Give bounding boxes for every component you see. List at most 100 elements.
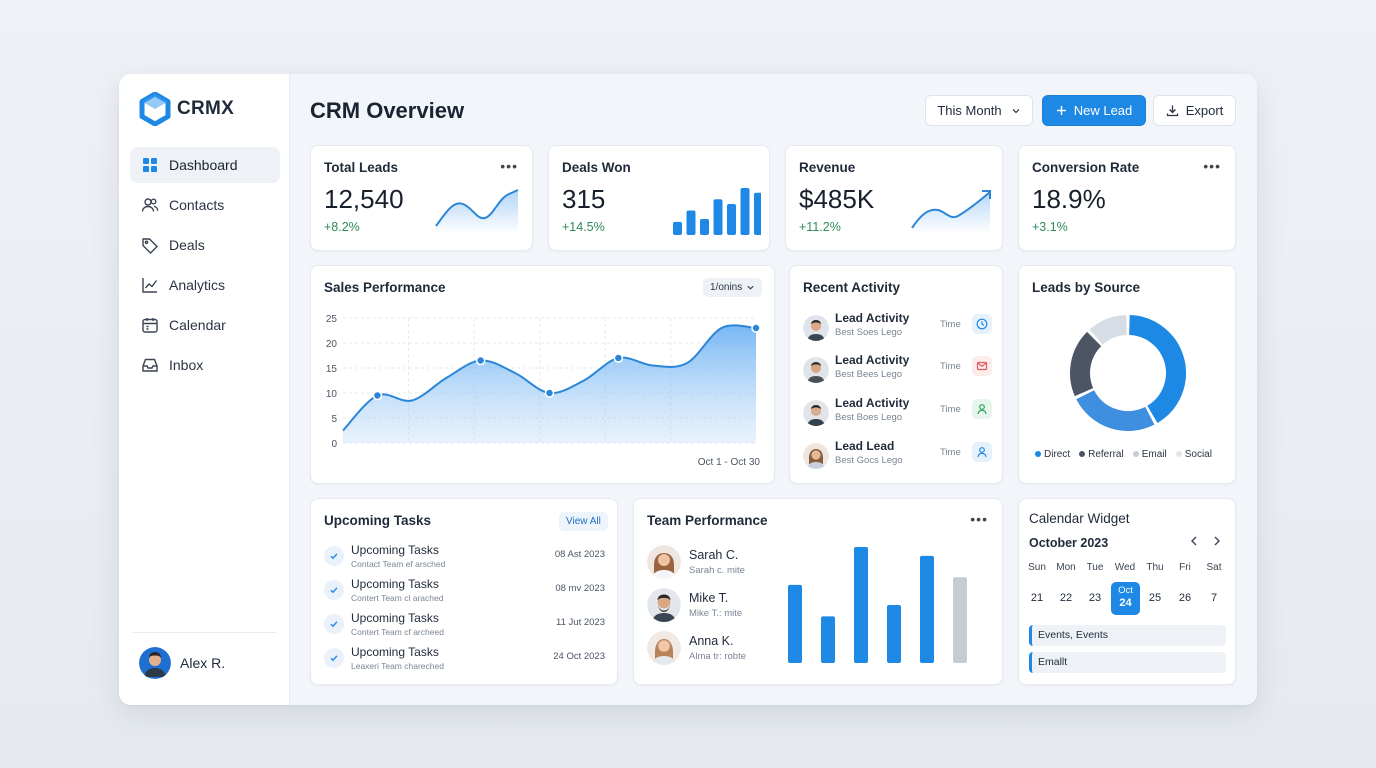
calendar-day[interactable]: 22 bbox=[1059, 592, 1073, 604]
team-member[interactable]: Anna K. Alma tr: robte bbox=[647, 631, 787, 667]
more-options-icon[interactable]: ••• bbox=[1203, 158, 1221, 174]
sidebar-item-label: Inbox bbox=[169, 357, 204, 373]
bar bbox=[953, 577, 967, 663]
kpi-delta: +14.5% bbox=[562, 220, 605, 234]
kpi-value: 315 bbox=[562, 184, 606, 214]
activity-subtitle: Best Bees Lego bbox=[835, 369, 903, 380]
user-profile[interactable]: Alex R. bbox=[139, 647, 225, 679]
calendar-month: October 2023 bbox=[1029, 536, 1109, 550]
kpi-value: $485K bbox=[799, 184, 875, 214]
bar bbox=[821, 616, 835, 663]
export-button[interactable]: Export bbox=[1153, 95, 1236, 126]
sales-data-point bbox=[751, 323, 761, 333]
calendar-event[interactable]: Emallt bbox=[1029, 652, 1226, 673]
sidebar-item-label: Dashboard bbox=[169, 157, 238, 173]
logo[interactable]: CRMX bbox=[139, 92, 234, 126]
activity-title: Lead Activity bbox=[835, 396, 910, 410]
bar bbox=[920, 555, 934, 663]
donut-slice-direct bbox=[1128, 315, 1186, 423]
sidebar-item-inbox[interactable]: Inbox bbox=[130, 347, 280, 383]
check-icon[interactable] bbox=[324, 648, 344, 668]
task-item[interactable]: Upcoming Tasks Leaxeri Team chareched 24… bbox=[324, 645, 605, 675]
sales-data-point bbox=[613, 353, 624, 363]
team-member[interactable]: Mike T. Mike T.: mite bbox=[647, 588, 787, 624]
upcoming-tasks-card: Upcoming Tasks View All Upcoming Tasks C… bbox=[310, 498, 618, 685]
bar bbox=[673, 221, 682, 235]
chevron-left-icon[interactable] bbox=[1189, 535, 1199, 550]
check-icon[interactable] bbox=[324, 614, 344, 634]
sidebar-item-deals[interactable]: Deals bbox=[130, 227, 280, 263]
task-item[interactable]: Upcoming Tasks Contact Team ef arsched 0… bbox=[324, 543, 605, 573]
weekday-label: Sun bbox=[1028, 562, 1046, 573]
kpi-delta: +8.2% bbox=[324, 220, 360, 234]
user-name: Alex R. bbox=[180, 655, 226, 671]
calendar-day[interactable]: 21 bbox=[1030, 592, 1044, 604]
sales-filter-label: 1/onins bbox=[710, 282, 743, 293]
calendar-day[interactable]: 23 bbox=[1088, 592, 1102, 604]
kpi-delta: +11.2% bbox=[799, 220, 841, 234]
period-select-label: This Month bbox=[937, 103, 1002, 118]
activity-time: Time bbox=[940, 319, 961, 330]
avatar bbox=[647, 588, 681, 622]
sales-filter-select[interactable]: 1/onins bbox=[703, 278, 763, 297]
calendar-event[interactable]: Events, Events bbox=[1029, 625, 1226, 646]
bar bbox=[740, 188, 750, 235]
sidebar-item-calendar[interactable]: Calendar bbox=[130, 307, 280, 343]
activity-item[interactable]: Lead Activity Best Soes Lego Time bbox=[803, 311, 992, 347]
avatar bbox=[647, 545, 681, 579]
legend-item-direct: Direct bbox=[1035, 449, 1070, 460]
sales-area-fill bbox=[343, 325, 756, 443]
download-icon bbox=[1166, 105, 1178, 117]
sidebar-item-analytics[interactable]: Analytics bbox=[130, 267, 280, 303]
y-tick-label: 20 bbox=[326, 339, 338, 350]
task-subtitle: Leaxeri Team chareched bbox=[351, 661, 444, 671]
activity-item[interactable]: Lead Lead Best Gocs Lego Time bbox=[803, 439, 992, 475]
member-name: Mike T. bbox=[689, 591, 729, 605]
check-icon[interactable] bbox=[324, 580, 344, 600]
team-member[interactable]: Sarah C. Sarah c. mite bbox=[647, 545, 787, 581]
user-icon bbox=[972, 442, 992, 462]
calendar-day[interactable]: 7 bbox=[1210, 592, 1218, 604]
export-label: Export bbox=[1185, 103, 1224, 118]
user-icon bbox=[972, 399, 992, 419]
donut-slice-social bbox=[1089, 315, 1128, 345]
activity-item[interactable]: Lead Activity Best Boes Lego Time bbox=[803, 396, 992, 432]
task-item[interactable]: Upcoming Tasks Contert Team cf archeed 1… bbox=[324, 611, 605, 641]
kpi-title: Deals Won bbox=[562, 160, 631, 175]
chevron-down-icon bbox=[1012, 108, 1020, 113]
bar bbox=[754, 192, 761, 235]
avatar bbox=[803, 357, 829, 383]
task-title: Upcoming Tasks bbox=[351, 543, 439, 557]
sidebar-item-label: Contacts bbox=[169, 197, 225, 213]
activity-title: Lead Activity bbox=[835, 353, 910, 367]
member-subtitle: Mike T.: mite bbox=[689, 608, 743, 619]
new-lead-button[interactable]: New Lead bbox=[1042, 95, 1146, 126]
view-all-button[interactable]: View All bbox=[559, 512, 608, 531]
more-options-icon[interactable]: ••• bbox=[970, 511, 988, 527]
card-title: Recent Activity bbox=[803, 280, 901, 295]
calendar-day-selected[interactable]: Oct 24 bbox=[1111, 582, 1140, 615]
weekday-label: Mon bbox=[1056, 562, 1076, 573]
sidebar-divider bbox=[133, 632, 276, 633]
activity-title: Lead Activity bbox=[835, 311, 910, 325]
avatar bbox=[803, 443, 829, 469]
chevron-right-icon[interactable] bbox=[1212, 535, 1222, 550]
activity-item[interactable]: Lead Activity Best Bees Lego Time bbox=[803, 353, 992, 389]
bar bbox=[854, 547, 868, 663]
selected-day-month: Oct bbox=[1118, 585, 1133, 596]
kpi-delta: +3.1% bbox=[1032, 220, 1068, 234]
sidebar-item-label: Deals bbox=[169, 237, 205, 253]
period-select[interactable]: This Month bbox=[925, 95, 1033, 126]
more-options-icon[interactable]: ••• bbox=[500, 158, 518, 174]
calendar-day[interactable]: 26 bbox=[1178, 592, 1192, 604]
check-icon[interactable] bbox=[324, 546, 344, 566]
sidebar-item-dashboard[interactable]: Dashboard bbox=[130, 147, 280, 183]
calendar-day[interactable]: 25 bbox=[1148, 592, 1162, 604]
sidebar-item-contacts[interactable]: Contacts bbox=[130, 187, 280, 223]
member-name: Sarah C. bbox=[689, 548, 739, 562]
activity-subtitle: Best Boes Lego bbox=[835, 412, 903, 423]
weekday-label: Tue bbox=[1086, 562, 1104, 573]
task-item[interactable]: Upcoming Tasks Contert Team cl arached 0… bbox=[324, 577, 605, 607]
card-title: Calendar Widget bbox=[1029, 511, 1130, 526]
dashboard-icon bbox=[143, 158, 157, 172]
